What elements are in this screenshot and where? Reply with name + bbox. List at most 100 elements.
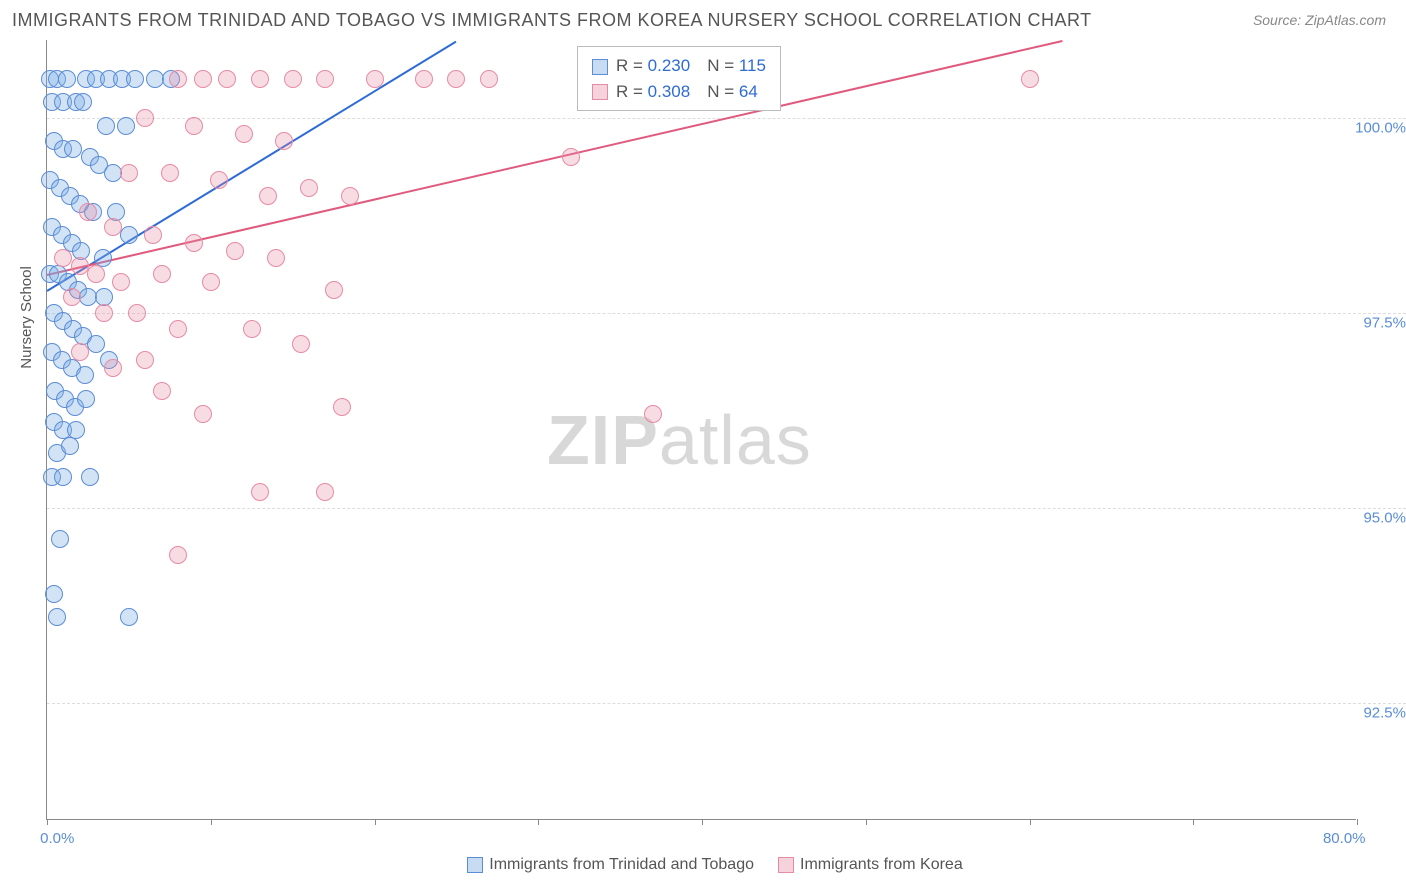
stats-swatch <box>592 59 608 75</box>
data-point-trinidad <box>117 117 135 135</box>
x-tick <box>538 819 539 825</box>
data-point-korea <box>341 187 359 205</box>
data-point-korea <box>447 70 465 88</box>
data-point-korea <box>259 187 277 205</box>
y-tick-label: 97.5% <box>1363 295 1406 332</box>
data-point-korea <box>136 351 154 369</box>
legend-label: Immigrants from Trinidad and Tobago <box>489 856 754 873</box>
x-tick <box>211 819 212 825</box>
stats-text: R = 0.230 N = 115 <box>616 56 766 75</box>
legend-swatch <box>778 857 794 873</box>
gridline <box>47 703 1406 704</box>
data-point-korea <box>71 257 89 275</box>
data-point-korea <box>284 70 302 88</box>
data-point-korea <box>63 288 81 306</box>
data-point-korea <box>169 70 187 88</box>
data-point-korea <box>54 249 72 267</box>
data-point-korea <box>480 70 498 88</box>
data-point-korea <box>136 109 154 127</box>
x-tick-label: 80.0% <box>1323 830 1366 847</box>
data-point-korea <box>169 546 187 564</box>
y-tick-label: 100.0% <box>1355 100 1406 137</box>
data-point-korea <box>316 483 334 501</box>
data-point-korea <box>210 171 228 189</box>
data-point-korea <box>120 164 138 182</box>
data-point-korea <box>292 335 310 353</box>
watermark: ZIPatlas <box>547 400 812 480</box>
data-point-trinidad <box>58 70 76 88</box>
source-attribution: Source: ZipAtlas.com <box>1253 12 1386 28</box>
data-point-korea <box>144 226 162 244</box>
stats-row: R = 0.230 N = 115 <box>592 53 766 79</box>
gridline <box>47 508 1406 509</box>
data-point-korea <box>194 405 212 423</box>
data-point-trinidad <box>81 468 99 486</box>
data-point-korea <box>243 320 261 338</box>
data-point-korea <box>316 70 334 88</box>
data-point-korea <box>562 148 580 166</box>
data-point-korea <box>226 242 244 260</box>
data-point-korea <box>267 249 285 267</box>
watermark-atlas: atlas <box>659 401 812 479</box>
data-point-trinidad <box>51 530 69 548</box>
data-point-trinidad <box>48 608 66 626</box>
data-point-trinidad <box>120 226 138 244</box>
data-point-korea <box>185 234 203 252</box>
data-point-korea <box>275 132 293 150</box>
data-point-korea <box>251 483 269 501</box>
y-axis-label: Nursery School <box>18 266 35 369</box>
legend: Immigrants from Trinidad and Tobago Immig… <box>0 856 1406 874</box>
data-point-trinidad <box>77 390 95 408</box>
data-point-trinidad <box>104 164 122 182</box>
data-point-trinidad <box>146 70 164 88</box>
y-tick-label: 92.5% <box>1363 685 1406 722</box>
plot-area: ZIPatlas 92.5%95.0%97.5%100.0%0.0%80.0%R… <box>46 40 1356 820</box>
x-tick <box>1193 819 1194 825</box>
data-point-korea <box>128 304 146 322</box>
data-point-korea <box>415 70 433 88</box>
legend-swatch <box>467 857 483 873</box>
data-point-korea <box>1021 70 1039 88</box>
x-tick <box>1357 819 1358 825</box>
data-point-korea <box>104 218 122 236</box>
x-tick <box>1030 819 1031 825</box>
data-point-korea <box>235 125 253 143</box>
data-point-trinidad <box>64 140 82 158</box>
data-point-trinidad <box>87 335 105 353</box>
data-point-korea <box>325 281 343 299</box>
data-point-korea <box>153 382 171 400</box>
x-tick <box>47 819 48 825</box>
data-point-korea <box>104 359 122 377</box>
chart-title: IMMIGRANTS FROM TRINIDAD AND TOBAGO VS I… <box>12 10 1092 31</box>
data-point-trinidad <box>97 117 115 135</box>
stats-box: R = 0.230 N = 115 R = 0.308 N = 64 <box>577 46 781 111</box>
data-point-korea <box>87 265 105 283</box>
data-point-korea <box>153 265 171 283</box>
data-point-korea <box>366 70 384 88</box>
data-point-korea <box>644 405 662 423</box>
data-point-korea <box>202 273 220 291</box>
data-point-korea <box>194 70 212 88</box>
watermark-zip: ZIP <box>547 401 659 479</box>
data-point-trinidad <box>74 93 92 111</box>
data-point-trinidad <box>126 70 144 88</box>
legend-label: Immigrants from Korea <box>800 856 963 873</box>
stats-row: R = 0.308 N = 64 <box>592 79 766 105</box>
x-tick-label: 0.0% <box>40 830 74 847</box>
x-tick <box>702 819 703 825</box>
data-point-korea <box>300 179 318 197</box>
data-point-korea <box>169 320 187 338</box>
data-point-korea <box>333 398 351 416</box>
data-point-trinidad <box>61 437 79 455</box>
data-point-korea <box>218 70 236 88</box>
data-point-trinidad <box>79 288 97 306</box>
stats-swatch <box>592 84 608 100</box>
data-point-korea <box>112 273 130 291</box>
data-point-korea <box>95 304 113 322</box>
y-tick-label: 95.0% <box>1363 490 1406 527</box>
x-tick <box>866 819 867 825</box>
data-point-korea <box>79 203 97 221</box>
data-point-trinidad <box>120 608 138 626</box>
data-point-trinidad <box>76 366 94 384</box>
data-point-trinidad <box>54 468 72 486</box>
